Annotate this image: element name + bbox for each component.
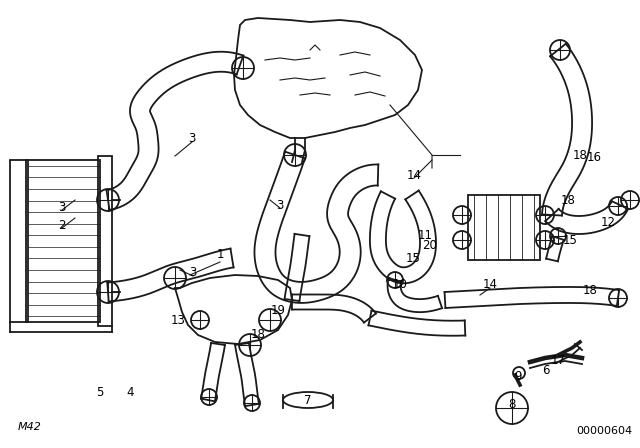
Text: 15: 15 (406, 251, 420, 264)
Text: M42: M42 (18, 422, 42, 432)
Text: 5: 5 (96, 385, 104, 399)
Text: 8: 8 (508, 399, 516, 412)
Text: 3: 3 (58, 201, 66, 214)
Text: 14: 14 (483, 279, 497, 292)
Bar (468, 195, 540, 260)
Text: 7: 7 (304, 393, 312, 406)
Text: 18: 18 (251, 328, 266, 341)
Text: 18: 18 (582, 284, 597, 297)
Text: 2: 2 (58, 219, 66, 232)
Text: 18: 18 (573, 148, 588, 161)
Text: 9: 9 (515, 370, 522, 383)
Text: 13: 13 (171, 314, 186, 327)
Text: 15: 15 (563, 233, 577, 246)
Text: 3: 3 (276, 198, 284, 211)
Text: 3: 3 (189, 266, 196, 279)
Text: 00000604: 00000604 (576, 426, 632, 436)
Text: 16: 16 (586, 151, 602, 164)
Text: 11: 11 (417, 228, 433, 241)
Text: 3: 3 (188, 132, 196, 145)
Text: 10: 10 (392, 279, 408, 292)
Text: 20: 20 (422, 238, 437, 251)
Text: 4: 4 (126, 385, 134, 399)
Bar (10, 160, 28, 322)
Bar (98, 156, 112, 326)
Text: 17: 17 (550, 353, 566, 366)
Text: 19: 19 (271, 303, 285, 316)
Text: 14: 14 (406, 168, 422, 181)
Text: 6: 6 (542, 363, 550, 376)
Bar (26, 160, 100, 322)
Text: 18: 18 (561, 194, 575, 207)
Text: 1: 1 (216, 249, 224, 262)
Text: 12: 12 (600, 215, 616, 228)
